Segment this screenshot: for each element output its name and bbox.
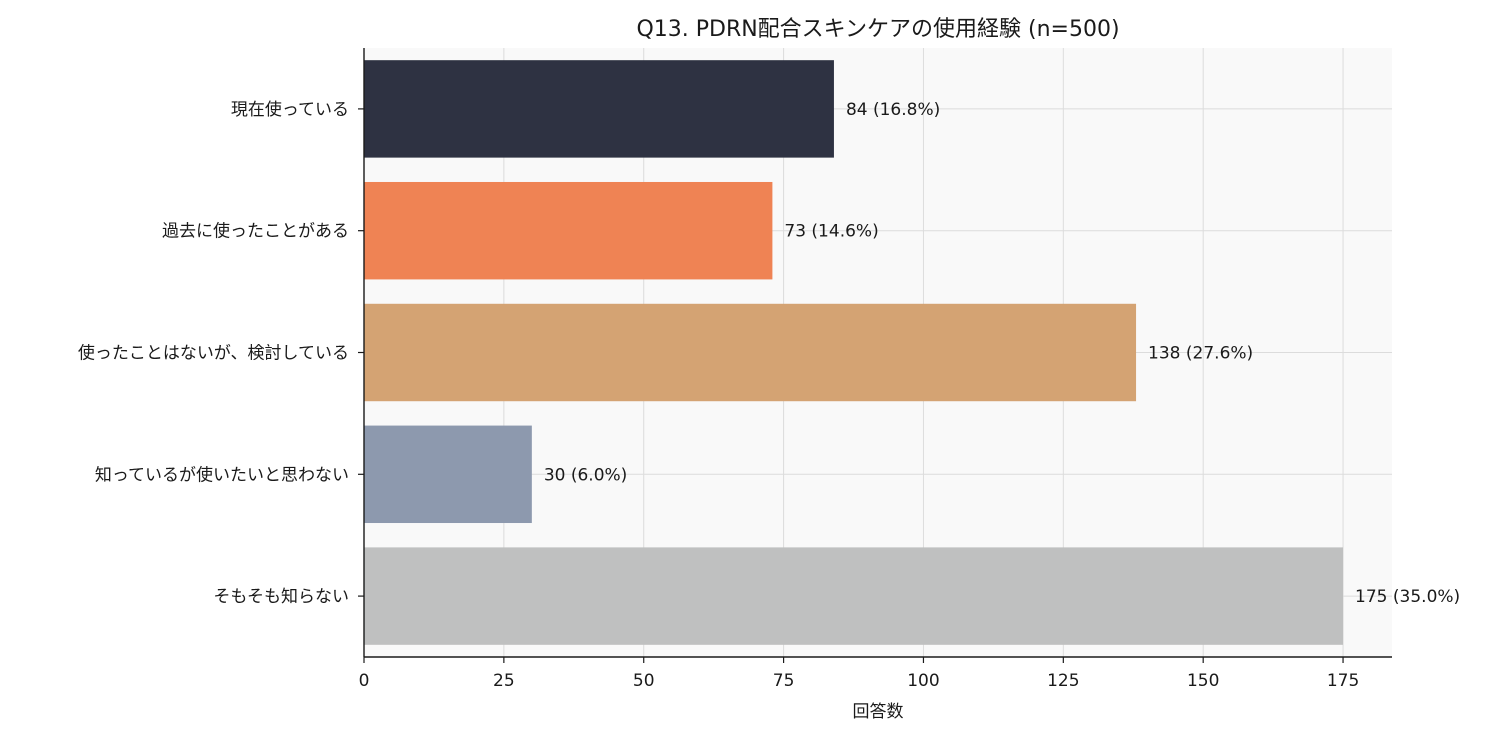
bar (364, 547, 1344, 645)
data-label: 175 (35.0%) (1355, 587, 1460, 607)
bar (364, 60, 834, 158)
data-labels: 84 (16.8%) 73 (14.6%) 138 (27.6%) 30 (6.0%)… (544, 100, 1460, 607)
x-tick-label: 75 (773, 671, 795, 691)
data-label: 84 (16.8%) (846, 100, 940, 120)
data-label: 73 (14.6%) (784, 222, 878, 242)
x-tick-label: 125 (1047, 671, 1079, 691)
category-label: 使ったことはないが、検討している (78, 343, 349, 364)
data-label: 30 (6.0%) (544, 465, 628, 485)
bar (364, 425, 532, 524)
category-label: 知っているが使いたいと思わない (95, 464, 349, 485)
category-label: 過去に使ったことがある (162, 221, 349, 242)
x-tick-label: 25 (493, 671, 515, 691)
bar (364, 181, 773, 280)
category-label: 現在使っている (231, 99, 349, 120)
data-label: 138 (27.6%) (1148, 344, 1253, 364)
x-tick-label: 100 (907, 671, 939, 691)
category-label: そもそも知らない (213, 587, 349, 607)
axes: 0 25 50 75 100 125 150 175 現在使っている過去に使ったことがある使った… (78, 48, 1392, 691)
bars (364, 60, 1344, 645)
x-tick-label: 150 (1187, 671, 1219, 691)
x-tick-label: 175 (1327, 671, 1359, 691)
chart-title: Q13. PDRN配合スキンケアの使用経験 (n=500) (636, 17, 1119, 42)
x-tick-label: 0 (359, 671, 370, 691)
x-axis-title: 回答数 (853, 702, 904, 722)
bar (364, 303, 1137, 402)
x-tick-label: 50 (633, 671, 655, 691)
